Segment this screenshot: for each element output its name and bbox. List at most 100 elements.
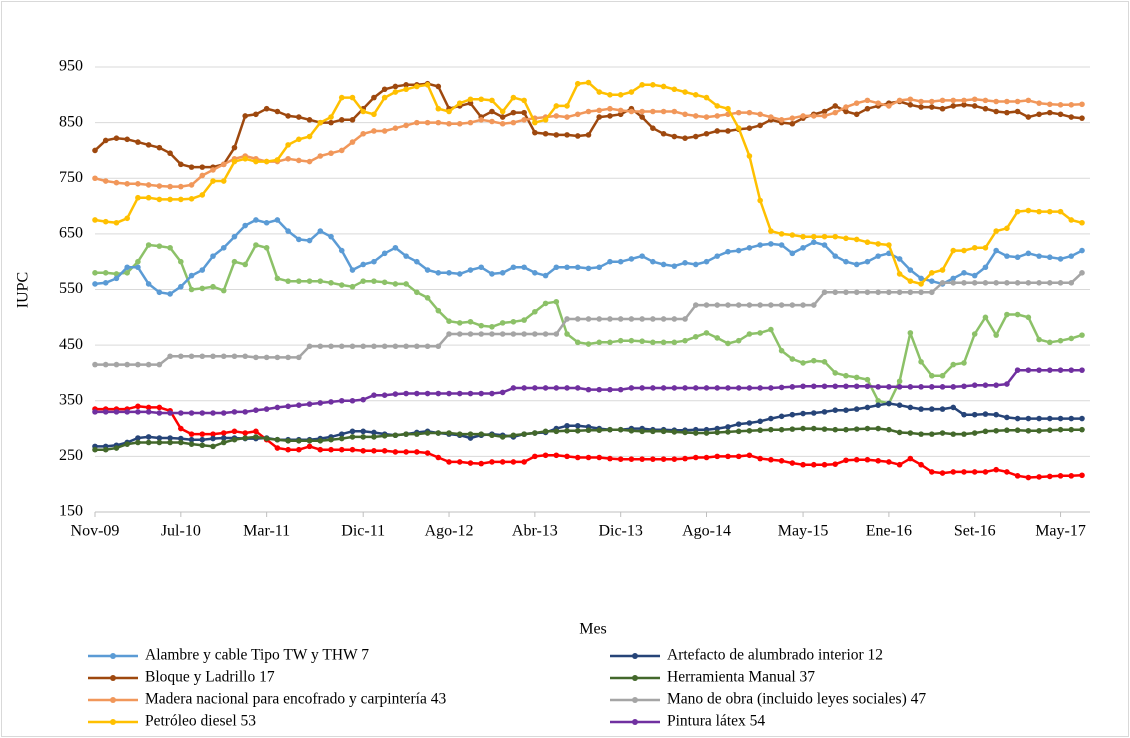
legend-label: Mano de obra (incluido leyes sociales) 4… xyxy=(667,691,926,708)
point xyxy=(285,278,291,284)
point xyxy=(456,459,463,465)
point xyxy=(682,337,688,344)
point xyxy=(478,96,485,103)
point xyxy=(768,302,774,308)
point xyxy=(349,283,356,290)
point xyxy=(446,318,452,325)
point xyxy=(1047,208,1053,215)
point xyxy=(1079,247,1085,254)
point xyxy=(650,339,656,346)
point xyxy=(1079,101,1085,108)
point xyxy=(682,260,688,266)
point xyxy=(156,361,163,368)
point xyxy=(414,343,420,350)
point xyxy=(113,179,120,186)
point xyxy=(1025,415,1032,422)
point xyxy=(596,89,603,95)
point xyxy=(435,430,442,436)
point xyxy=(896,289,903,296)
point xyxy=(188,272,195,279)
point xyxy=(875,384,881,390)
point xyxy=(392,125,399,131)
point xyxy=(821,233,828,240)
point xyxy=(467,435,474,441)
point xyxy=(918,431,924,437)
point xyxy=(456,390,463,397)
point xyxy=(274,354,281,361)
point xyxy=(113,135,120,141)
point xyxy=(167,183,173,190)
point xyxy=(993,98,999,105)
point xyxy=(628,427,635,434)
point xyxy=(1068,415,1075,422)
point xyxy=(660,261,667,268)
point xyxy=(285,438,291,444)
point xyxy=(961,247,967,254)
point xyxy=(574,316,581,322)
point xyxy=(671,456,678,462)
point xyxy=(574,80,581,87)
point xyxy=(564,331,570,337)
point xyxy=(135,403,141,410)
point xyxy=(349,446,356,453)
point xyxy=(768,415,774,422)
point xyxy=(660,428,667,435)
point xyxy=(961,102,967,108)
point xyxy=(135,435,141,441)
point xyxy=(220,244,227,251)
point xyxy=(113,409,120,415)
point xyxy=(510,331,517,337)
point xyxy=(714,253,721,259)
point xyxy=(381,343,388,350)
point xyxy=(617,316,624,322)
point xyxy=(585,386,592,393)
point xyxy=(135,439,141,446)
point xyxy=(628,108,635,115)
point xyxy=(220,353,227,360)
point xyxy=(456,331,463,337)
point xyxy=(810,302,817,308)
point xyxy=(1079,115,1085,121)
point xyxy=(1014,280,1021,286)
point xyxy=(607,339,613,346)
point xyxy=(918,461,924,468)
point xyxy=(918,384,924,390)
point xyxy=(231,353,238,360)
point xyxy=(478,331,485,337)
point xyxy=(875,241,881,247)
point xyxy=(639,316,645,322)
point xyxy=(746,125,753,131)
point xyxy=(725,424,731,430)
point xyxy=(435,119,442,126)
y-tick-label: 750 xyxy=(59,169,83,186)
point xyxy=(671,339,678,346)
point xyxy=(564,453,570,460)
point xyxy=(692,261,699,268)
point xyxy=(242,222,248,229)
point xyxy=(92,409,98,415)
point xyxy=(317,400,324,406)
point xyxy=(982,314,989,321)
point xyxy=(886,400,892,407)
point xyxy=(188,286,195,293)
legend-marker xyxy=(632,697,638,703)
point xyxy=(596,114,603,120)
legend-label: Alambre y cable Tipo TW y THW 7 xyxy=(145,647,369,664)
point xyxy=(714,429,721,436)
point xyxy=(1057,426,1064,433)
point xyxy=(725,105,731,112)
point xyxy=(135,139,141,145)
point xyxy=(768,114,774,120)
point xyxy=(210,253,216,259)
point xyxy=(714,113,721,119)
point xyxy=(789,120,796,127)
point xyxy=(843,407,849,414)
point xyxy=(703,385,710,391)
point xyxy=(607,105,613,112)
point xyxy=(918,104,924,110)
point xyxy=(178,425,184,432)
point xyxy=(446,390,452,397)
point xyxy=(746,153,753,159)
point xyxy=(1068,253,1075,259)
x-tick-label: Dic-13 xyxy=(598,523,642,540)
